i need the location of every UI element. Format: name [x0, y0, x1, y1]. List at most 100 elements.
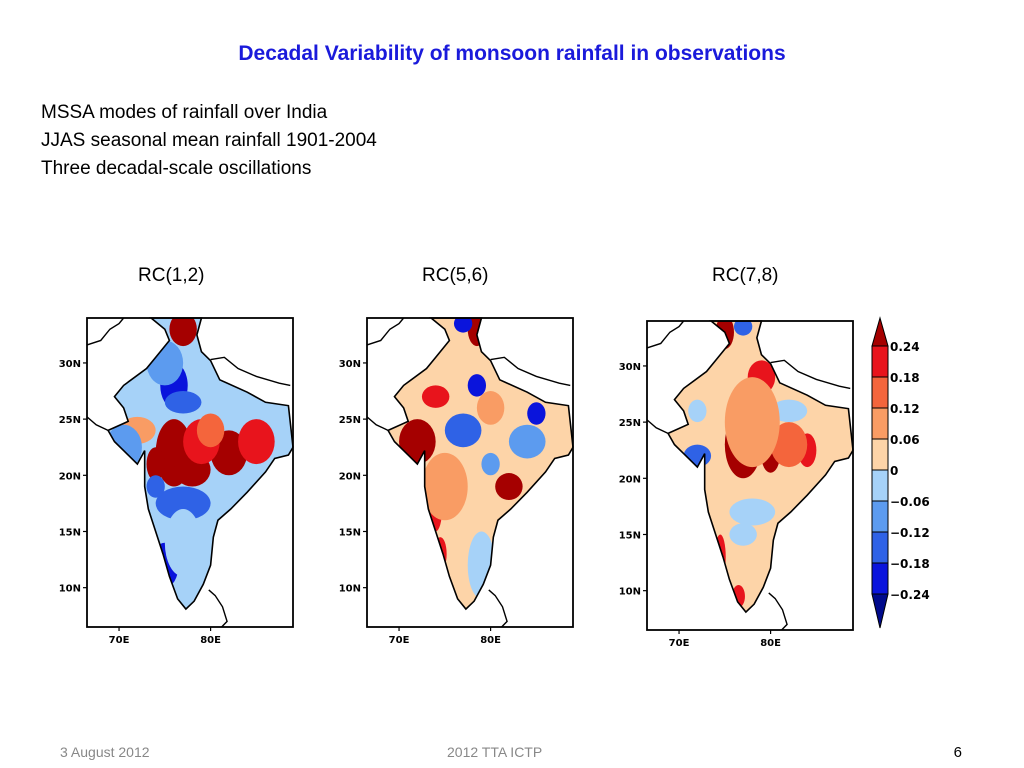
- y-tick-label: 25N: [339, 415, 361, 426]
- colorbar-segment: [871, 469, 889, 502]
- y-tick-label: 15N: [59, 527, 81, 538]
- page-number: 6: [953, 744, 962, 761]
- anomaly-patch: [733, 321, 753, 336]
- border-line: [366, 317, 405, 346]
- border-line: [646, 419, 669, 434]
- anomaly-patch: [238, 419, 275, 465]
- anomaly-patch: [399, 419, 436, 465]
- x-tick-label: 70E: [389, 635, 410, 646]
- slide-title: Decadal Variability of monsoon rainfall …: [238, 42, 786, 65]
- colorbar-segment: [871, 345, 889, 378]
- x-tick-label: 70E: [109, 635, 130, 646]
- colorbar-arrow-top: [871, 316, 889, 347]
- footer-date: 3 August 2012: [60, 744, 150, 760]
- anomaly-patch: [467, 374, 487, 397]
- colorbar-arrow-bottom: [871, 593, 889, 629]
- anomaly-patch: [683, 444, 712, 468]
- map-svg: 30N 25N 20N 15N 10N 70E 80E: [619, 320, 854, 649]
- anomaly-patch: [155, 486, 211, 521]
- colorbar-label: −0.24: [890, 588, 930, 602]
- colorbar-segment: [871, 407, 889, 440]
- border-line: [770, 359, 851, 390]
- colorbar-label: 0.12: [890, 402, 920, 416]
- anomaly-patch: [146, 475, 165, 498]
- y-tick-label: 15N: [619, 530, 641, 541]
- anomaly-patch: [770, 422, 808, 468]
- colorbar-segment: [871, 531, 889, 564]
- anomaly-patch: [476, 391, 505, 425]
- map-svg: 30N 25N 20N 15N 10N 70E 80E: [339, 317, 574, 646]
- colorbar-label: −0.12: [890, 526, 930, 540]
- india-coastline: [106, 317, 294, 611]
- map-rc56: 30N 25N 20N 15N 10N 70E 80E: [320, 310, 590, 650]
- y-tick-label: 20N: [619, 474, 641, 485]
- y-tick-label: 30N: [59, 359, 81, 370]
- y-tick-label: 25N: [59, 415, 81, 426]
- panel-label-rc12: RC(1,2): [138, 265, 205, 286]
- colorbar-label: 0.24: [890, 340, 920, 354]
- map-frame: [86, 317, 294, 628]
- anomaly-patch: [527, 402, 546, 425]
- footer-center: 2012 TTA ICTP: [447, 744, 543, 760]
- bullet-item: JJAS seasonal mean rainfall 1901-2004: [41, 130, 377, 151]
- y-tick-label: 30N: [619, 362, 641, 373]
- x-tick-label: 70E: [669, 638, 690, 649]
- y-tick-label: 20N: [339, 471, 361, 482]
- y-tick-label: 30N: [339, 359, 361, 370]
- anomaly-patch: [729, 523, 757, 546]
- map-svg: 30N 25N 20N 15N 10N 70E 80E: [59, 317, 294, 646]
- anomaly-patch: [196, 413, 225, 448]
- india-coastline: [386, 317, 574, 611]
- anomaly-patch: [729, 498, 776, 526]
- colorbar-segment: [871, 438, 889, 471]
- colorbar-segment: [871, 500, 889, 533]
- colorbar-label: −0.18: [890, 557, 930, 571]
- anomaly-patch: [444, 413, 482, 448]
- anomaly-patch: [508, 424, 546, 459]
- border-line: [490, 356, 571, 387]
- anomaly-patch: [495, 473, 523, 501]
- colorbar-segment: [871, 376, 889, 409]
- y-tick-label: 25N: [619, 418, 641, 429]
- map-rc78: 30N 25N 20N 15N 10N 70E 80E: [600, 313, 870, 653]
- anomaly-patch: [164, 509, 202, 577]
- x-tick-label: 80E: [480, 635, 501, 646]
- border-line: [86, 416, 109, 431]
- anomaly-patch: [770, 399, 808, 423]
- y-tick-label: 10N: [619, 587, 641, 598]
- bullet-list: MSSA modes of rainfall over India JJAS s…: [41, 99, 377, 183]
- sri-lanka-coastline: [488, 589, 508, 628]
- sri-lanka-coastline: [208, 589, 228, 628]
- x-tick-label: 80E: [760, 638, 781, 649]
- anomaly-patch: [453, 318, 473, 333]
- anomaly-patch: [714, 534, 726, 580]
- anomaly-patch: [421, 385, 450, 408]
- panel-label-rc78: RC(7,8): [712, 265, 779, 286]
- sri-lanka-coastline: [768, 592, 788, 631]
- anomaly-patch: [169, 318, 197, 347]
- colorbar-label: 0.18: [890, 371, 920, 385]
- colorbar-label: 0: [890, 464, 898, 478]
- anomaly-patch: [164, 391, 202, 414]
- bullet-item: MSSA modes of rainfall over India: [41, 102, 328, 123]
- y-tick-label: 10N: [339, 584, 361, 595]
- anomaly-patch: [724, 377, 780, 468]
- colorbar: 0.24 0.18 0.12 0.06 0 −0.06 −0.12 −0.18 −0.24: [866, 316, 966, 641]
- colorbar-segment: [871, 562, 889, 595]
- border-line: [86, 317, 125, 346]
- border-line: [366, 416, 389, 431]
- india-coastline: [666, 320, 854, 614]
- map-frame: [366, 317, 574, 628]
- anomaly-patch: [433, 537, 447, 571]
- colorbar-label: −0.06: [890, 495, 930, 509]
- anomaly-patch: [481, 452, 500, 476]
- x-tick-label: 80E: [200, 635, 221, 646]
- border-line: [210, 356, 291, 387]
- anomaly-patch: [146, 447, 165, 481]
- y-tick-label: 15N: [339, 527, 361, 538]
- colorbar-label: 0.06: [890, 433, 920, 447]
- bullet-item: Three decadal-scale oscillations: [41, 158, 312, 179]
- anomaly-patch: [421, 452, 468, 521]
- y-tick-label: 10N: [59, 584, 81, 595]
- anomaly-patch: [688, 399, 707, 423]
